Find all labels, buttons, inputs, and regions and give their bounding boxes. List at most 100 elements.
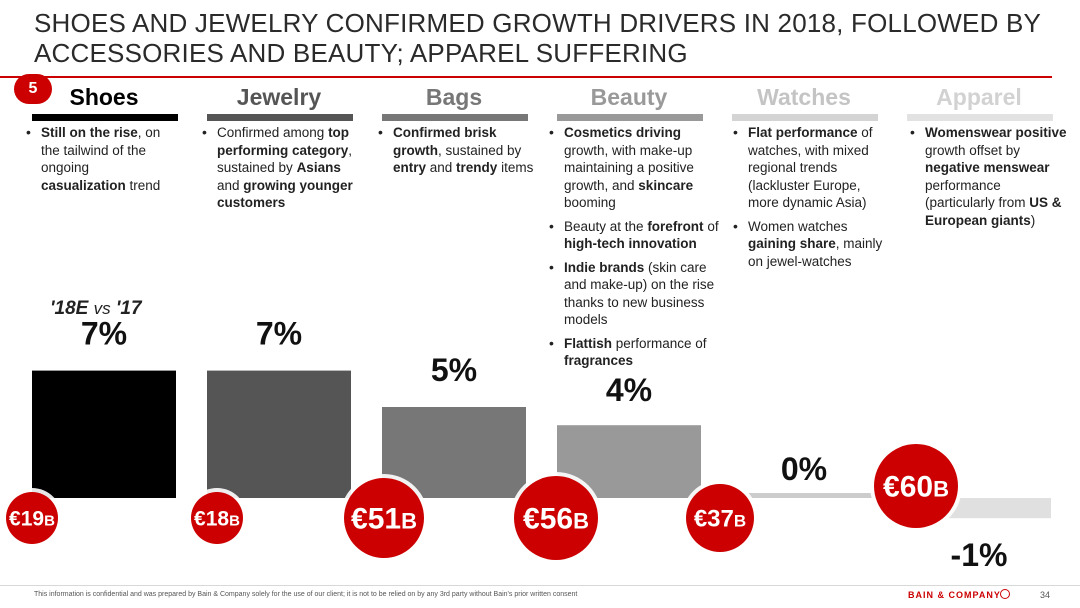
bullet-text: high-tech innovation: [564, 236, 697, 251]
category-underline-jewelry: [207, 114, 353, 121]
market-size-value: €51: [351, 503, 401, 536]
market-size-unit: B: [401, 509, 417, 534]
market-size-bubble-shoes: [6, 492, 58, 544]
category-header-apparel: Apparel: [936, 84, 1022, 110]
market-size-unit: B: [573, 509, 589, 534]
comparison-right: '17: [115, 298, 142, 319]
bullet-list-beauty: Cosmetics driving growth, with make-up m…: [549, 124, 727, 376]
bullet-item: Still on the rise, on the tailwind of th…: [26, 124, 176, 194]
market-size-value: €37: [694, 505, 734, 532]
section-badge: 5: [14, 74, 52, 104]
market-size-label-beauty: €56B: [523, 503, 589, 536]
bullet-text: US & European giants: [925, 195, 1062, 228]
value-label-shoes: 7%: [81, 316, 127, 352]
bullet-text: booming: [564, 195, 616, 210]
market-size-value: €19: [9, 507, 44, 530]
category-header-bags: Bags: [425, 84, 483, 110]
title-divider: [0, 76, 1052, 78]
category-underline-watches: [732, 114, 878, 121]
category-underline-beauty: [557, 114, 703, 121]
bullet-item: Beauty at the forefront of high-tech inn…: [549, 218, 727, 253]
bullet-list-bags: Confirmed brisk growth, sustained by ent…: [378, 124, 536, 183]
bullet-text: forefront: [647, 218, 704, 234]
growth-bar-chart: 7% 7%5%4%0%-1%€19B €18B €51B €56B €37B€60B: [6, 315, 1051, 574]
bullet-text: performance of: [612, 335, 707, 351]
category-header-watches: Watches: [757, 84, 851, 110]
page-number: 34: [1040, 590, 1051, 600]
bullet-text: Confirmed among: [217, 125, 329, 140]
bullet-text: , mainly on jewel-watches: [748, 236, 883, 269]
brand-logo: BAIN & COMPANY: [908, 590, 1001, 600]
category-underline-bags: [382, 114, 528, 121]
bullet-item: Indie brands (skin care and make-up) on …: [549, 259, 727, 329]
market-size-value: €18: [194, 507, 229, 530]
bullet-text: of watches, with mixed regional trends (…: [748, 125, 873, 210]
bullet-text: performance (particularly from: [925, 177, 1030, 211]
brand-mark-icon: [1000, 589, 1010, 599]
comparison-vs: vs: [93, 299, 111, 318]
bullet-text: entry: [393, 160, 427, 175]
bullet-text: , sustained by: [438, 142, 522, 158]
category-header-beauty: Beauty: [590, 84, 668, 110]
bullet-text: top performing category: [217, 125, 350, 158]
bullet-text: Cosmetics driving: [564, 125, 682, 140]
bullet-text: growth, with make-up maintaining a posit…: [564, 142, 694, 193]
bullet-text: trend: [125, 177, 161, 193]
bullet-text: growth offset by: [925, 142, 1021, 158]
bullet-text: of: [703, 218, 719, 234]
bullet-text: Women watches: [748, 218, 848, 234]
bullet-text: Confirmed brisk growth: [393, 125, 497, 158]
category-underline-apparel: [907, 114, 1053, 121]
market-size-unit: B: [44, 512, 55, 529]
bullet-item: Flattish performance of fragrances: [549, 335, 727, 370]
market-size-label-apparel: €60B: [883, 471, 949, 504]
bullet-text: Flattish: [564, 335, 613, 351]
bullet-list-shoes: Still on the rise, on the tailwind of th…: [26, 124, 176, 200]
market-size-value: €56: [523, 503, 573, 536]
bullet-text: Asians: [296, 160, 341, 175]
footer-divider: [0, 585, 1080, 586]
market-size-bubble-watches: [686, 484, 754, 552]
market-size-bubble-apparel: [874, 444, 958, 528]
bullet-item: Confirmed brisk growth, sustained by ent…: [378, 124, 536, 177]
comparison-left: '18E: [50, 298, 89, 319]
bullet-text: Womenswear positive: [925, 125, 1067, 140]
bar-shoes: [32, 370, 176, 498]
market-size-bubble-bags: [344, 478, 424, 558]
bullet-text: Flat performance: [748, 125, 858, 140]
market-size-label-watches: €37B: [694, 505, 746, 532]
bullet-item: Cosmetics driving growth, with make-up m…: [549, 124, 727, 212]
bar-jewelry: [207, 370, 351, 498]
bullet-list-apparel: Womenswear positive growth offset by neg…: [910, 124, 1074, 235]
bullet-list-watches: Flat performance of watches, with mixed …: [733, 124, 891, 276]
bullet-text: skincare: [638, 177, 694, 193]
value-label-beauty: 4%: [606, 372, 652, 408]
category-header-jewelry: Jewelry: [236, 84, 322, 110]
value-label-watches: 0%: [781, 451, 827, 487]
bullet-text: Beauty at the: [564, 218, 648, 234]
market-size-bubble-jewelry: [191, 492, 243, 544]
bullet-text: casualization: [41, 177, 126, 193]
value-label-jewelry: 7%: [256, 316, 302, 352]
bullet-text: (skin care and make-up) on the rise than…: [564, 259, 715, 328]
market-size-bubble-beauty: [514, 476, 598, 560]
category-header-shoes: Shoes: [69, 84, 139, 110]
bullet-text: ): [1030, 212, 1036, 228]
bullet-text: trendy: [456, 160, 498, 175]
comparison-label: '18E vs '17: [50, 298, 142, 320]
bullet-text: fragrances: [564, 353, 634, 368]
bullet-item: Flat performance of watches, with mixed …: [733, 124, 891, 212]
market-size-label-bags: €51B: [351, 503, 417, 536]
market-size-label-shoes: €19B: [9, 507, 55, 530]
market-size-unit: B: [229, 512, 240, 529]
bullet-item: Women watches gaining share, mainly on j…: [733, 218, 891, 271]
category-underline-shoes: [32, 114, 178, 121]
market-size-unit: B: [734, 511, 746, 530]
bullet-text: gaining share: [748, 236, 836, 251]
bullet-item: Womenswear positive growth offset by neg…: [910, 124, 1074, 229]
market-size-value: €60: [883, 471, 933, 504]
bullet-text: and: [426, 160, 457, 175]
market-size-label-jewelry: €18B: [194, 507, 240, 530]
bullet-text: growing younger customers: [217, 177, 353, 211]
market-size-unit: B: [933, 477, 949, 502]
